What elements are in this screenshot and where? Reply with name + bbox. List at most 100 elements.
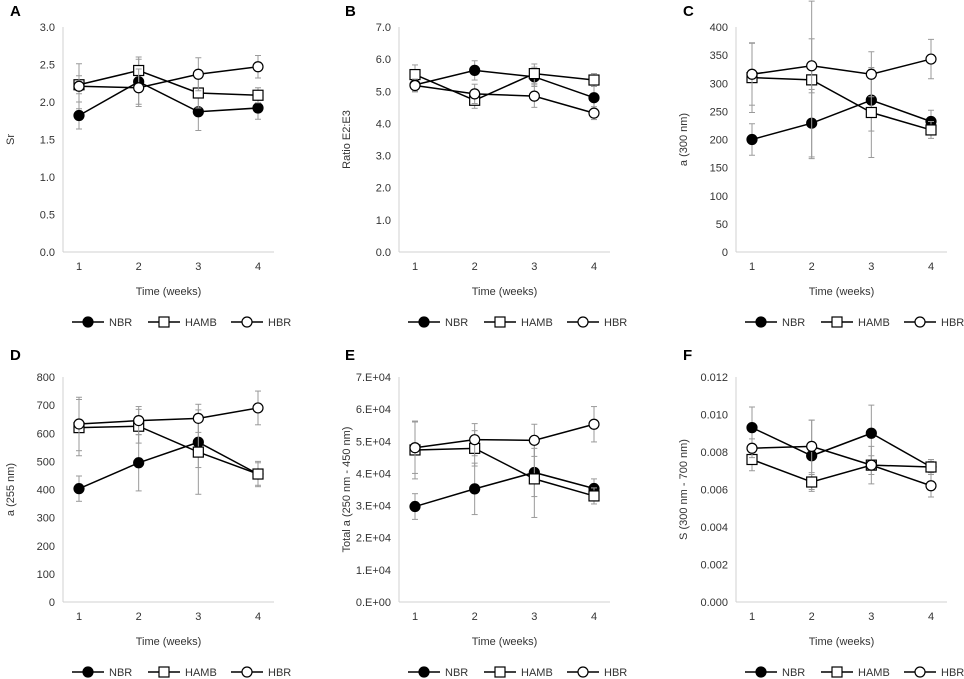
legend-item-nbr: NBR bbox=[745, 316, 805, 329]
legend-label: HAMB bbox=[858, 317, 890, 329]
legend-item-hamb: HAMB bbox=[484, 666, 553, 679]
x-tick-label: 3 bbox=[531, 611, 537, 623]
data-point bbox=[133, 414, 145, 427]
legend-item-hbr: HBR bbox=[231, 316, 291, 329]
legend-item-hamb: HAMB bbox=[484, 316, 553, 329]
y-tick-label: 6.0 bbox=[376, 54, 391, 66]
y-tick-label: 4.0 bbox=[376, 118, 391, 130]
y-tick-label: 0.5 bbox=[40, 210, 55, 222]
data-point bbox=[588, 74, 600, 86]
y-tick-label: 2.5 bbox=[40, 60, 55, 72]
data-point bbox=[469, 88, 481, 100]
y-tick-label: 300 bbox=[37, 513, 55, 525]
y-axis-label: Ratio E2:E3 bbox=[341, 110, 353, 169]
legend: NBR HAMB HBR bbox=[72, 666, 291, 679]
y-tick-label: 350 bbox=[710, 50, 728, 62]
series-hbr bbox=[409, 78, 600, 121]
series-line bbox=[414, 69, 595, 99]
data-point bbox=[469, 434, 481, 446]
y-tick-label: 6.E+04 bbox=[356, 404, 391, 416]
legend-label: HBR bbox=[604, 667, 627, 679]
data-point bbox=[865, 459, 877, 471]
legend-item-nbr: NBR bbox=[72, 666, 132, 679]
y-tick-label: 400 bbox=[710, 22, 728, 34]
x-tick-label: 2 bbox=[809, 261, 815, 273]
panel-b: B 0.0 1.0 2.0 3.0 4.0 5.0 6.0 7.0 1 2 3 4 Time (weeks… bbox=[341, 3, 627, 329]
legend-label: HAMB bbox=[185, 317, 217, 329]
data-point bbox=[192, 446, 204, 458]
x-tick-label: 3 bbox=[868, 611, 874, 623]
y-tick-label: 1.0 bbox=[376, 215, 391, 227]
y-tick-label: 0.006 bbox=[700, 485, 728, 497]
data-point bbox=[746, 133, 758, 146]
panel-f: F 0.000 0.002 0.004 0.006 0.008 0.010 0.012 1 2 3 4… bbox=[678, 347, 964, 679]
data-point bbox=[865, 106, 877, 119]
x-axis-label: Time (weeks) bbox=[136, 636, 202, 648]
data-point bbox=[806, 440, 818, 452]
data-point bbox=[409, 68, 421, 81]
data-point bbox=[588, 418, 600, 430]
panel-c: C 0 50 100 150 200 250 300 350 400 1 2 3 4 Time (weeks… bbox=[678, 0, 964, 329]
data-point bbox=[925, 53, 937, 65]
y-tick-label: 1.5 bbox=[40, 135, 55, 147]
legend-label: NBR bbox=[445, 317, 468, 329]
y-tick-label: 100 bbox=[37, 569, 55, 581]
legend-label: HAMB bbox=[858, 667, 890, 679]
data-point bbox=[252, 402, 264, 414]
data-point bbox=[528, 68, 540, 80]
legend-marker bbox=[831, 316, 843, 328]
data-point bbox=[588, 490, 600, 502]
y-tick-label: 150 bbox=[710, 163, 728, 175]
legend-marker bbox=[418, 666, 430, 678]
data-point bbox=[588, 92, 600, 104]
legend-item-hbr: HBR bbox=[567, 666, 627, 679]
legend-item-hbr: HBR bbox=[231, 666, 291, 679]
series-line bbox=[751, 458, 932, 483]
series-line bbox=[414, 471, 595, 508]
y-tick-label: 1.0 bbox=[40, 172, 55, 184]
y-tick-label: 7.E+04 bbox=[356, 372, 391, 384]
y-tick-label: 500 bbox=[37, 456, 55, 468]
y-tick-label: 50 bbox=[716, 219, 728, 231]
data-point bbox=[746, 442, 758, 454]
legend: NBR HAMB HBR bbox=[745, 316, 964, 329]
y-tick-label: 600 bbox=[37, 428, 55, 440]
y-tick-label: 3.0 bbox=[376, 151, 391, 163]
y-tick-label: 100 bbox=[710, 191, 728, 203]
data-point bbox=[73, 109, 85, 122]
x-tick-label: 4 bbox=[255, 261, 261, 273]
data-point bbox=[252, 102, 264, 114]
legend: NBR HAMB HBR bbox=[745, 666, 964, 679]
y-tick-label: 200 bbox=[37, 541, 55, 553]
data-point bbox=[588, 107, 600, 119]
legend-marker bbox=[494, 666, 506, 678]
legend-item-nbr: NBR bbox=[408, 316, 468, 329]
y-tick-label: 0.012 bbox=[700, 372, 728, 384]
legend-marker bbox=[494, 316, 506, 328]
legend-marker bbox=[418, 316, 430, 328]
y-axis-label: a (255 nm) bbox=[5, 463, 17, 516]
legend-item-nbr: NBR bbox=[72, 316, 132, 329]
data-point bbox=[528, 473, 540, 485]
y-tick-label: 200 bbox=[710, 135, 728, 147]
panel-letter: C bbox=[683, 3, 694, 20]
data-point bbox=[865, 427, 877, 439]
legend: NBR HAMB HBR bbox=[72, 316, 291, 329]
data-point bbox=[865, 68, 877, 80]
legend-item-nbr: NBR bbox=[745, 666, 805, 679]
series-hbr bbox=[409, 406, 600, 474]
y-tick-label: 0.008 bbox=[700, 447, 728, 459]
legend-label: HAMB bbox=[521, 667, 553, 679]
legend-marker bbox=[158, 666, 170, 678]
data-point bbox=[469, 64, 481, 76]
y-tick-label: 0.000 bbox=[700, 597, 728, 609]
y-tick-label: 1.E+04 bbox=[356, 565, 391, 577]
series-line bbox=[751, 76, 932, 131]
x-tick-label: 2 bbox=[136, 611, 142, 623]
y-tick-label: 2.E+04 bbox=[356, 533, 391, 545]
legend-label: NBR bbox=[782, 317, 805, 329]
series-hbr bbox=[73, 55, 264, 110]
data-point bbox=[409, 79, 421, 92]
series-line bbox=[414, 423, 595, 449]
